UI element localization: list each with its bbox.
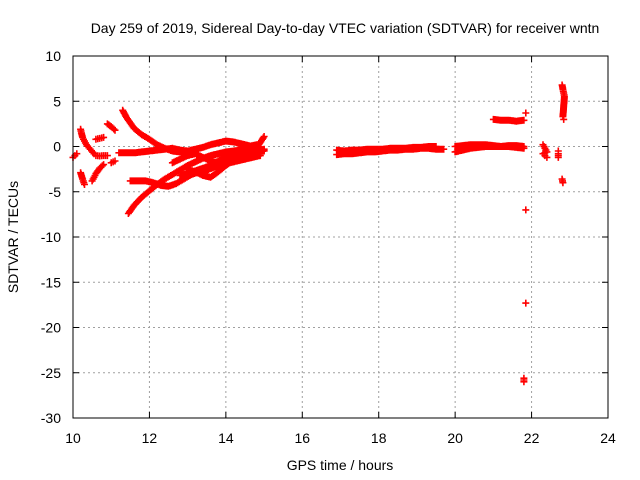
series-arc-f — [103, 120, 119, 134]
x-tick-label: 22 — [524, 430, 540, 446]
points-layer — [69, 81, 568, 386]
series-arc-r — [451, 141, 528, 150]
x-tick-label: 20 — [447, 430, 463, 446]
y-tick-label: -25 — [41, 365, 61, 381]
data-point-markers — [77, 125, 111, 160]
x-tick-label: 24 — [600, 430, 616, 446]
series-arc-w — [558, 81, 568, 187]
x-tick-label: 12 — [142, 430, 158, 446]
data-point-markers — [77, 169, 88, 188]
ticks-layer: 10 12 14 16 18 20 22 24 -30 -25 -20 -15 -10 -5 0 5 10 — [41, 48, 616, 446]
data-point-markers — [103, 120, 119, 134]
series-arc-e — [92, 133, 108, 143]
data-point-markers — [92, 133, 108, 143]
chart-title: Day 259 of 2019, Sidereal Day-to-day VTE… — [91, 20, 600, 36]
x-axis-label: GPS time / hours — [287, 457, 394, 473]
series-arc-p — [333, 143, 440, 155]
x-tick-label: 10 — [65, 430, 81, 446]
series-arc-v — [554, 147, 562, 161]
data-point-markers — [69, 150, 81, 161]
series-arc-b — [77, 125, 111, 160]
y-axis-label: SDTVAR / TECUs — [5, 181, 21, 293]
x-tick-label: 18 — [371, 430, 387, 446]
x-tick-label: 14 — [218, 430, 234, 446]
y-tick-label: -15 — [41, 274, 61, 290]
data-point-markers — [107, 157, 119, 167]
data-point-markers — [539, 141, 551, 161]
data-point-markers — [333, 143, 440, 155]
series-arc-a — [69, 150, 81, 161]
y-tick-label: -30 — [41, 410, 61, 426]
y-tick-label: -5 — [49, 184, 62, 200]
data-point-markers — [88, 161, 108, 185]
data-point-markers — [554, 147, 562, 161]
data-point-markers — [489, 115, 528, 125]
data-point-markers — [520, 109, 530, 386]
y-tick-label: 0 — [53, 139, 61, 155]
y-tick-label: 10 — [45, 48, 61, 64]
y-tick-label: -20 — [41, 320, 61, 336]
series-arc-g — [107, 157, 119, 167]
data-point-markers — [451, 141, 528, 150]
y-tick-label: -10 — [41, 229, 61, 245]
series-arc-t — [520, 109, 530, 386]
grid-layer — [73, 56, 608, 418]
series-arc-s — [489, 115, 528, 125]
series-arc-d — [88, 161, 108, 185]
data-point-markers — [558, 81, 568, 187]
series-arc-c — [77, 169, 88, 188]
y-tick-label: 5 — [53, 93, 61, 109]
series-arc-n — [184, 145, 268, 181]
data-point-markers — [184, 145, 268, 181]
series-arc-u — [539, 141, 551, 161]
x-tick-label: 16 — [294, 430, 310, 446]
